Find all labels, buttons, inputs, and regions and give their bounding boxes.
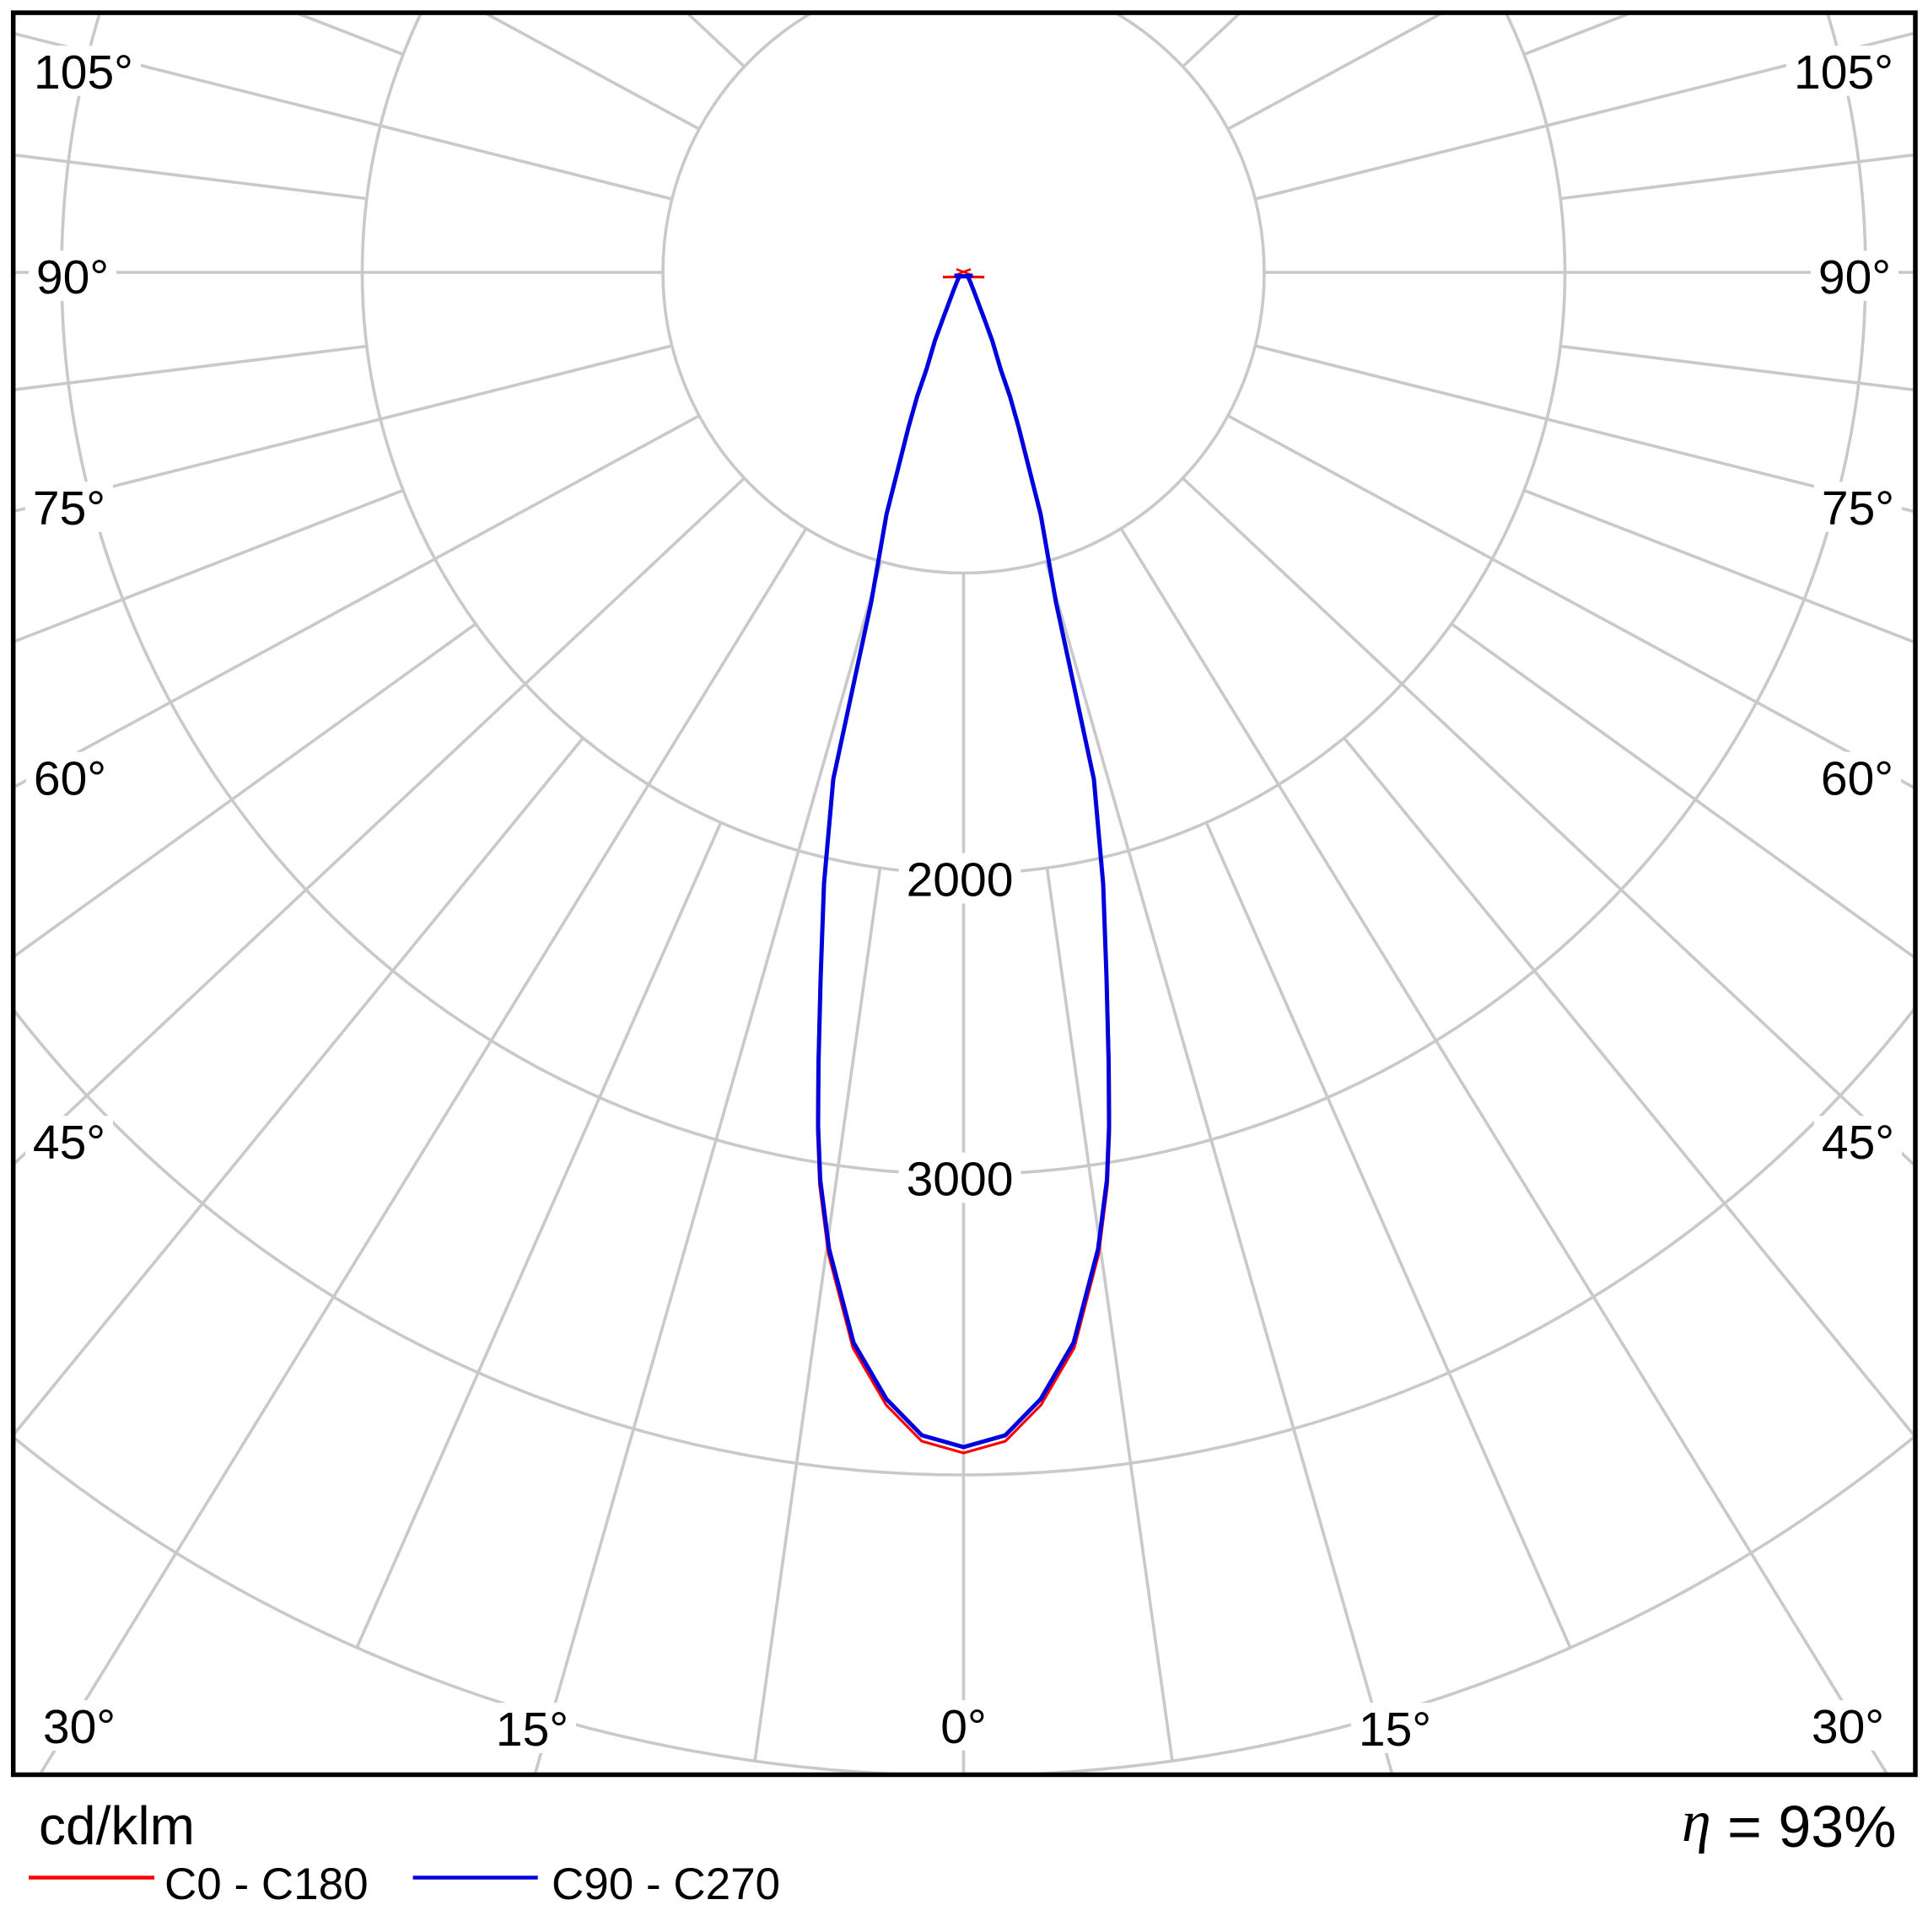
svg-text:60°: 60°	[34, 751, 106, 805]
svg-text:= 93%: = 93%	[1727, 1794, 1896, 1859]
svg-text:45°: 45°	[1822, 1116, 1894, 1170]
svg-text:75°: 75°	[33, 482, 105, 535]
svg-text:15°: 15°	[496, 1703, 568, 1757]
svg-text:cd/klm: cd/klm	[39, 1795, 195, 1856]
svg-text:90°: 90°	[1818, 250, 1891, 304]
svg-text:30°: 30°	[1812, 1700, 1884, 1754]
svg-text:45°: 45°	[33, 1116, 105, 1170]
svg-text:15°: 15°	[1359, 1703, 1431, 1757]
svg-text:2000: 2000	[907, 853, 1014, 907]
svg-text:30°: 30°	[43, 1700, 116, 1754]
svg-text:90°: 90°	[36, 250, 109, 304]
svg-text:0°: 0°	[940, 1700, 987, 1754]
svg-text:105°: 105°	[34, 46, 133, 100]
svg-text:105°: 105°	[1794, 46, 1893, 100]
svg-text:75°: 75°	[1822, 482, 1894, 535]
svg-text:C0 - C180: C0 - C180	[164, 1859, 369, 1909]
svg-text:η: η	[1682, 1789, 1711, 1854]
svg-text:C90 - C270: C90 - C270	[552, 1859, 780, 1909]
svg-text:60°: 60°	[1821, 751, 1893, 805]
svg-text:3000: 3000	[907, 1152, 1014, 1206]
